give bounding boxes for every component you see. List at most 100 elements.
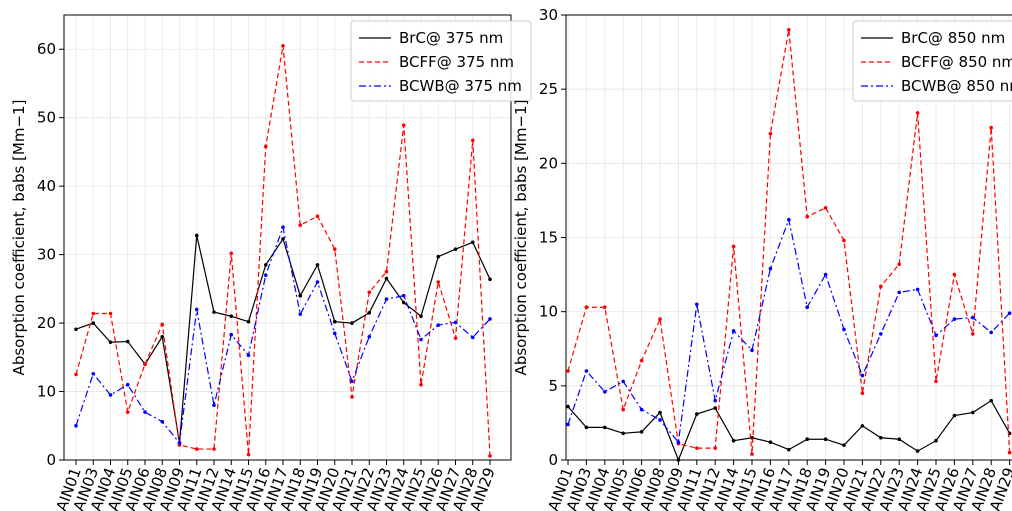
data-point (584, 369, 589, 373)
data-point (621, 379, 625, 384)
data-point (367, 311, 372, 315)
data-point (860, 373, 865, 378)
data-point (125, 382, 130, 387)
data-point (658, 410, 662, 415)
data-point (453, 247, 458, 251)
data-point (436, 280, 441, 284)
data-point (842, 443, 846, 447)
legend-label: BrC@ 850 nm (901, 29, 1005, 47)
y-axis-label: Absorption coefficient, babs [Mm−1] (512, 100, 530, 376)
data-point (989, 398, 993, 403)
data-point (453, 336, 458, 340)
data-point (436, 323, 441, 327)
data-point (419, 314, 423, 319)
data-point (246, 353, 251, 358)
data-point (74, 423, 78, 428)
data-point (281, 44, 285, 48)
data-point (805, 437, 809, 442)
y-tick-label: 30 (37, 246, 56, 264)
data-point (897, 290, 901, 295)
data-point (658, 317, 662, 321)
y-tick-label: 0 (46, 451, 56, 469)
data-point (332, 247, 337, 251)
data-point (787, 447, 791, 452)
data-point (143, 362, 147, 366)
data-point (74, 372, 78, 377)
data-point (350, 321, 354, 325)
data-point (934, 379, 938, 384)
data-point (229, 251, 234, 256)
data-point (952, 413, 957, 418)
data-point (419, 382, 423, 387)
data-point (315, 263, 320, 267)
data-point (695, 412, 699, 416)
data-point (879, 284, 883, 289)
data-point (603, 305, 607, 310)
data-point (934, 333, 938, 338)
data-point (194, 447, 199, 451)
data-point (367, 290, 372, 295)
data-point (787, 28, 791, 32)
data-point (160, 322, 165, 327)
legend-box (350, 20, 532, 102)
data-point (108, 340, 113, 345)
data-point (915, 449, 920, 453)
data-point (212, 403, 216, 408)
data-point (143, 410, 147, 414)
data-point (350, 395, 354, 399)
data-point (584, 425, 589, 430)
data-point (384, 297, 389, 301)
data-point (125, 339, 130, 344)
data-point (971, 332, 975, 336)
data-point (367, 334, 372, 339)
data-point (805, 214, 809, 219)
data-point (419, 337, 423, 342)
data-point (695, 302, 699, 307)
data-point (108, 393, 113, 397)
data-point (952, 317, 957, 321)
y-tick-label: 60 (37, 40, 56, 58)
data-point (246, 452, 251, 457)
data-point (676, 440, 681, 445)
y-tick-label: 40 (37, 177, 56, 195)
data-point (229, 314, 234, 319)
data-point (91, 321, 96, 325)
data-point (768, 440, 773, 445)
data-point (401, 123, 406, 128)
data-point (263, 263, 268, 267)
data-point (74, 327, 78, 332)
legend-label: BCFF@ 850 nm (901, 53, 1012, 71)
data-point (91, 371, 96, 376)
y-tick-label: 50 (37, 109, 56, 127)
data-point (212, 447, 216, 451)
y-tick-label: 10 (539, 303, 558, 321)
y-tick-label: 20 (37, 314, 56, 332)
data-point (125, 410, 130, 414)
data-point (246, 319, 251, 324)
data-point (879, 435, 883, 440)
data-point (332, 319, 337, 324)
data-point (823, 206, 828, 210)
data-point (897, 262, 901, 267)
data-point (488, 317, 492, 321)
data-point (639, 358, 644, 363)
data-point (915, 287, 920, 292)
data-point (298, 223, 303, 227)
data-point (436, 254, 441, 259)
data-point (971, 410, 975, 415)
y-tick-label: 15 (539, 229, 558, 247)
data-point (350, 379, 354, 384)
legend-label: BrC@ 375 nm (399, 29, 503, 47)
data-point (177, 441, 182, 445)
data-point (750, 452, 754, 456)
data-point (470, 335, 475, 340)
data-point (470, 240, 475, 245)
data-point (263, 273, 268, 277)
data-point (229, 332, 234, 337)
data-point (971, 315, 975, 320)
legend-label: BCWB@ 850 nm (901, 77, 1012, 95)
data-point (676, 458, 681, 462)
data-point (805, 305, 809, 310)
data-point (603, 389, 607, 394)
